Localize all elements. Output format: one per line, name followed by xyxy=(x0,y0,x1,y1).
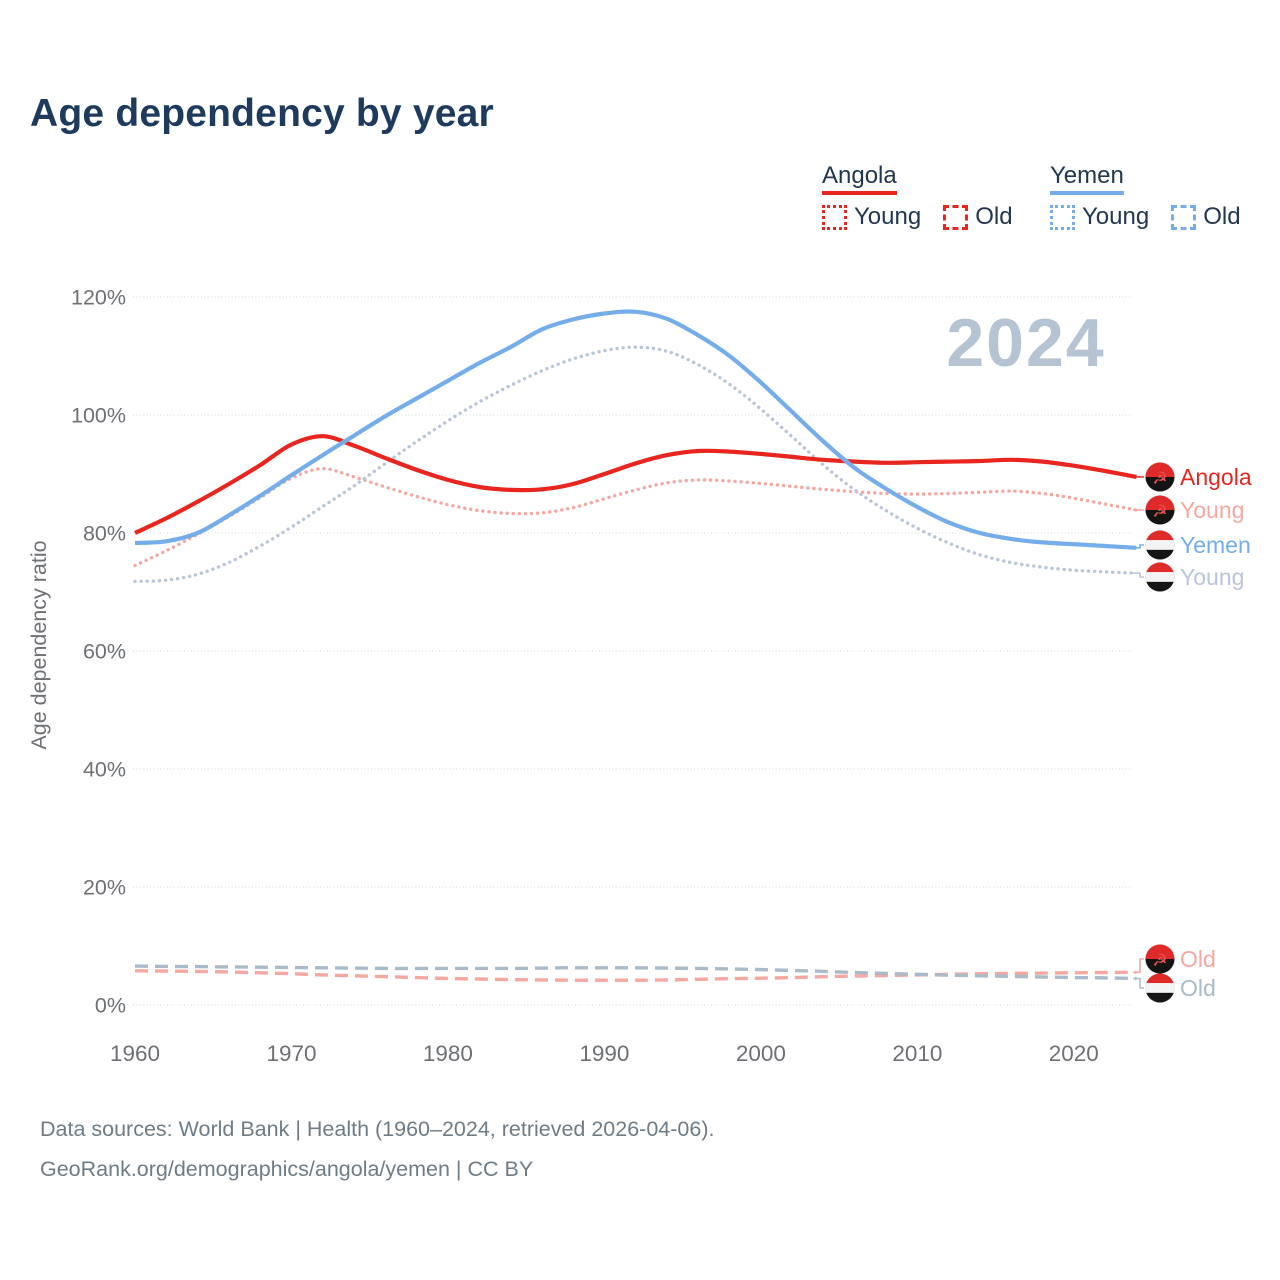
series-angola-young xyxy=(133,466,1139,568)
angola-flag-icon: ☭ xyxy=(1145,462,1175,492)
angola-emblem-icon: ☭ xyxy=(1152,469,1167,488)
series-label-text: Old xyxy=(1180,975,1216,1001)
legend-item-label: Old xyxy=(975,203,1013,230)
dashed-line-swatch-icon xyxy=(1171,204,1197,230)
x-tick-label: 1960 xyxy=(110,1041,160,1066)
dotted-line-swatch-icon xyxy=(1050,204,1075,230)
series-yemen-old xyxy=(134,964,1137,981)
legend-group-yemen: Yemen Young Old xyxy=(1050,163,1241,230)
data-sources-footer: Data sources: World Bank | Health (1960–… xyxy=(40,1110,1140,1189)
yemen-flag-icon xyxy=(1145,973,1175,1003)
legend-item-angola-young: Young xyxy=(822,204,921,230)
y-tick-label: 40% xyxy=(83,758,126,782)
x-tick-label: 2010 xyxy=(892,1041,942,1066)
series-label-text: Young xyxy=(1180,497,1244,523)
y-tick-label: 100% xyxy=(71,404,126,428)
series-label-angola-old: ☭ Old xyxy=(1133,944,1216,974)
series-label-text: Angola xyxy=(1180,464,1252,490)
series-angola xyxy=(134,434,1137,535)
series-yemen xyxy=(134,309,1137,550)
angola-emblem-icon: ☭ xyxy=(1152,502,1167,521)
angola-flag-icon: ☭ xyxy=(1145,495,1175,525)
series-label-text: Yemen xyxy=(1180,532,1251,558)
y-tick-label: 0% xyxy=(95,994,126,1018)
legend-item-label: Young xyxy=(854,203,922,230)
legend-item-label: Old xyxy=(1203,203,1241,230)
angola-emblem-icon: ☭ xyxy=(1152,951,1167,970)
footer-line-2: GeoRank.org/demographics/angola/yemen | … xyxy=(40,1156,534,1181)
series-label-text: Old xyxy=(1180,946,1216,972)
chart-title: Age dependency by year xyxy=(30,92,494,135)
x-tick-label: 1990 xyxy=(579,1041,629,1066)
series-label-yemen: Yemen xyxy=(1133,530,1251,560)
yemen-flag-icon xyxy=(1145,562,1175,592)
series-yemen-young xyxy=(133,345,1139,584)
legend-group-angola: Angola Young Old xyxy=(822,163,1013,230)
series-label-text: Young xyxy=(1180,564,1244,590)
x-tick-label: 1980 xyxy=(423,1041,473,1066)
y-tick-label: 20% xyxy=(83,876,126,900)
legend-item-label: Young xyxy=(1082,203,1150,230)
x-axis-ticks: 1960 1970 1980 1990 2000 2010 2020 xyxy=(110,1041,1099,1066)
x-tick-label: 2000 xyxy=(736,1041,786,1066)
y-tick-label: 80% xyxy=(83,522,126,546)
legend-group-title: Yemen xyxy=(1050,163,1124,195)
y-axis-title: Age dependency ratio xyxy=(27,540,51,749)
legend-item-yemen-old: Old xyxy=(1171,203,1241,230)
legend-item-angola-old: Old xyxy=(943,203,1013,230)
legend-group-title: Angola xyxy=(822,163,897,195)
x-tick-label: 1970 xyxy=(266,1041,316,1066)
y-tick-label: 60% xyxy=(83,640,126,664)
series-angola-old xyxy=(134,969,1137,982)
yemen-flag-icon xyxy=(1145,530,1175,560)
series-label-yemen-old: Old xyxy=(1133,973,1216,1003)
legend-item-yemen-young: Young xyxy=(1050,204,1149,230)
legend: Angola Young Old Yemen Young Old xyxy=(0,163,1280,243)
x-tick-label: 2020 xyxy=(1049,1041,1099,1066)
dashed-line-swatch-icon xyxy=(943,204,969,230)
dotted-line-swatch-icon xyxy=(822,204,847,230)
watermark-year: 2024 xyxy=(946,305,1105,381)
footer-line-1: Data sources: World Bank | Health (1960–… xyxy=(40,1117,715,1141)
y-tick-label: 120% xyxy=(71,286,126,310)
series-label-angola: ☭ Angola xyxy=(1133,462,1252,492)
gridlines: 0% 20% 40% 60% 80% 100% 120% xyxy=(71,286,1133,1018)
angola-flag-icon: ☭ xyxy=(1145,944,1175,974)
series-label-yemen-young: Young xyxy=(1133,562,1244,592)
series-label-angola-young: ☭ Young xyxy=(1133,495,1244,525)
